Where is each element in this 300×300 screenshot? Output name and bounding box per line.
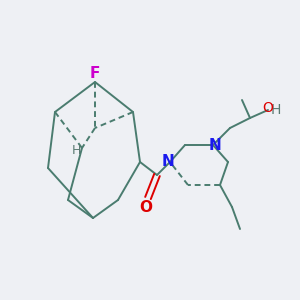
Text: H: H — [271, 103, 281, 117]
Text: N: N — [162, 154, 174, 169]
Text: O: O — [262, 101, 273, 115]
Text: F: F — [90, 67, 100, 82]
Text: H: H — [71, 143, 81, 157]
Text: O: O — [140, 200, 152, 215]
Text: N: N — [208, 137, 221, 152]
